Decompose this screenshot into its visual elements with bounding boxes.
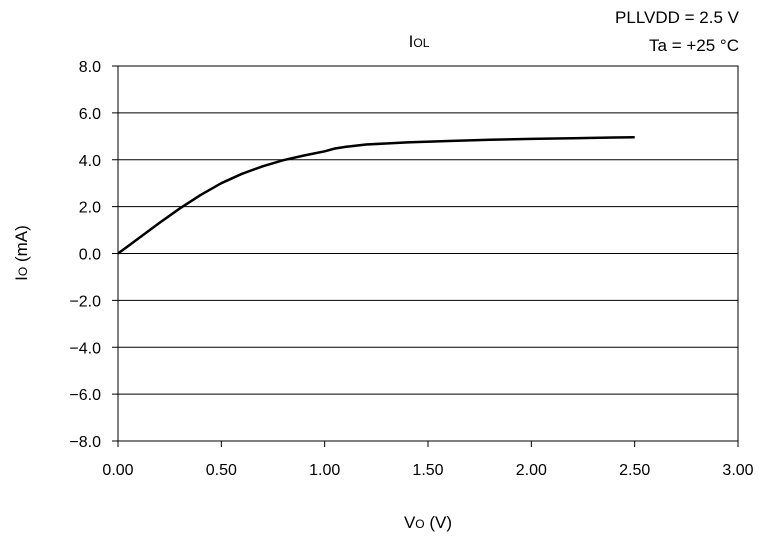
series-line-0	[117, 136, 635, 255]
x-ticks: 0.00 0.50 1.00 1.50 2.00 2.50 3.00	[102, 441, 754, 479]
y-axis-label: IO (mA)	[12, 225, 31, 281]
y-tick-label: 4.0	[79, 153, 101, 170]
series	[117, 136, 635, 255]
y-tick-label: −8.0	[69, 434, 101, 451]
y-tick-label: −4.0	[69, 340, 101, 357]
y-tick-label: −2.0	[69, 293, 101, 310]
chart-title: IOL	[409, 32, 430, 51]
condition-supply: PLLVDD = 2.5 V	[615, 8, 740, 27]
x-tick-label: 2.50	[619, 462, 650, 479]
y-tick-label: 2.0	[79, 200, 101, 217]
y-tick-label: −6.0	[69, 387, 101, 404]
x-axis-label: VO (V)	[404, 513, 452, 532]
x-tick-label: 1.50	[412, 462, 443, 479]
x-tick-label: 0.50	[206, 462, 237, 479]
x-tick-label: 3.00	[722, 462, 753, 479]
grid	[118, 65, 738, 442]
condition-temperature: Ta = +25 °C	[649, 36, 739, 55]
y-tick-label: 6.0	[79, 106, 101, 123]
x-tick-label: 0.00	[102, 462, 133, 479]
y-tick-label: 0.0	[79, 247, 101, 264]
x-tick-label: 1.00	[309, 462, 340, 479]
y-ticks: 8.0 6.0 4.0 2.0 0.0 −2.0 −4.0 −6.0 −8.0	[69, 59, 118, 451]
y-tick-label: 8.0	[79, 59, 101, 76]
x-tick-label: 2.00	[516, 462, 547, 479]
